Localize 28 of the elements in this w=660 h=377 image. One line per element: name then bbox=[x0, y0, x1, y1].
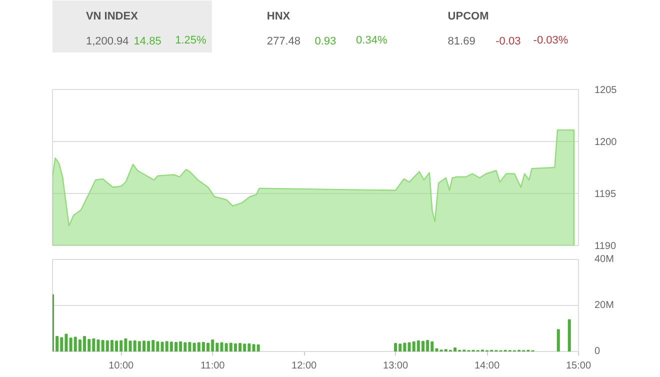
text: 1,200.94 bbox=[86, 36, 129, 48]
x-tick-label: 10:00 bbox=[108, 360, 134, 372]
bar bbox=[568, 319, 571, 352]
category-label: HNX bbox=[266, 10, 291, 22]
text: -0.03% bbox=[533, 34, 568, 46]
text: 277.48 bbox=[266, 36, 301, 48]
category-label: UPCOM bbox=[448, 10, 489, 22]
text: 14.85 bbox=[134, 36, 162, 48]
y-tick-label: 1200 bbox=[594, 137, 618, 148]
text: 81.69 bbox=[448, 36, 476, 48]
text: 0.93 bbox=[314, 36, 336, 48]
y-tick-label: 1195 bbox=[594, 189, 616, 200]
text: -0.03 bbox=[496, 36, 521, 48]
category-label: VN INDEX bbox=[86, 10, 139, 22]
bar bbox=[394, 342, 398, 352]
x-tick-label: 11:00 bbox=[200, 360, 226, 372]
y-tick-label: 20M bbox=[594, 300, 614, 311]
text: 1.25% bbox=[175, 34, 207, 46]
x-tick-label: 15:00 bbox=[566, 360, 592, 372]
x-tick-label: 13:00 bbox=[383, 360, 408, 372]
y-tick-label: 1190 bbox=[594, 241, 616, 252]
text: 0.34% bbox=[356, 34, 388, 46]
y-tick-label: 0 bbox=[594, 346, 600, 357]
bar bbox=[556, 329, 560, 352]
y-tick-label: 40M bbox=[594, 254, 614, 265]
x-tick-label: 12:00 bbox=[292, 360, 318, 372]
y-tick-label: 1205 bbox=[594, 85, 618, 96]
x-tick-label: 14:00 bbox=[474, 360, 500, 372]
